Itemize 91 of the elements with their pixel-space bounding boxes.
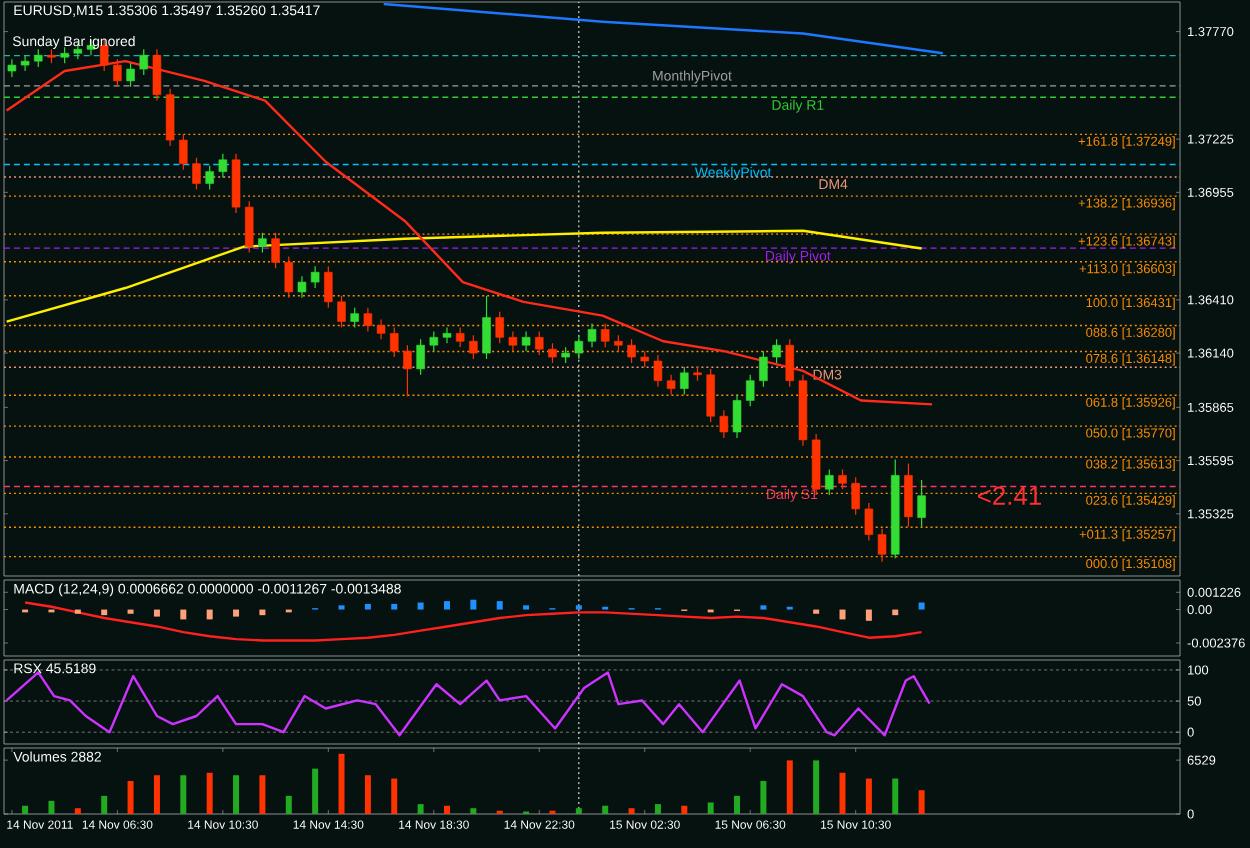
candlestick — [587, 322, 597, 348]
bar — [22, 805, 29, 814]
candlestick — [310, 265, 320, 289]
candlestick — [653, 354, 663, 388]
candlestick — [455, 326, 465, 348]
candlestick — [205, 165, 214, 190]
bar — [338, 753, 345, 814]
candlestick — [192, 157, 201, 190]
bar — [443, 805, 450, 814]
candlestick — [350, 307, 359, 329]
bar — [470, 808, 477, 814]
candlestick — [337, 295, 346, 329]
candlestick — [535, 330, 544, 356]
bar — [654, 804, 661, 814]
bar — [865, 778, 872, 814]
candlestick — [416, 338, 425, 376]
bar — [391, 778, 398, 814]
candlestick — [851, 476, 860, 516]
bar — [786, 760, 793, 814]
bar — [74, 808, 81, 814]
bar — [628, 808, 635, 814]
candlestick — [719, 409, 729, 439]
bar — [285, 795, 292, 814]
bar — [259, 775, 266, 814]
candlestick — [680, 366, 689, 396]
bar — [312, 768, 319, 814]
candlestick — [126, 62, 135, 88]
bar — [813, 760, 820, 814]
candlestick — [429, 330, 439, 352]
candlestick — [152, 48, 162, 102]
candlestick — [574, 334, 584, 360]
candlestick — [917, 479, 926, 528]
candlestick — [244, 200, 254, 254]
candlestick — [838, 468, 847, 490]
candlestick — [825, 468, 834, 496]
bar — [734, 795, 741, 814]
annotation: <2.41 — [978, 486, 1042, 505]
candlestick — [403, 344, 412, 398]
bar — [602, 805, 609, 814]
bar — [153, 775, 160, 814]
candlestick — [258, 232, 267, 254]
candlestick — [508, 330, 518, 352]
bar — [101, 795, 108, 814]
candlestick — [759, 350, 768, 388]
bar — [180, 775, 187, 814]
candlestick — [864, 502, 874, 542]
candlestick — [442, 326, 452, 344]
bar — [892, 778, 899, 814]
bar — [839, 772, 846, 814]
candlestick — [271, 232, 280, 269]
candlestick — [548, 342, 557, 364]
line-series — [5, 59, 934, 406]
candlestick — [390, 326, 399, 358]
candlestick — [231, 153, 241, 214]
candlestick — [284, 255, 294, 299]
candlestick — [772, 338, 781, 364]
bar — [206, 772, 213, 814]
bar — [233, 775, 240, 814]
bar — [918, 790, 925, 814]
candlestick — [376, 318, 386, 340]
candlestick — [745, 374, 755, 407]
bar — [707, 802, 714, 814]
candlestick — [877, 528, 887, 563]
bar — [575, 808, 582, 814]
bar — [127, 781, 134, 814]
candlestick — [627, 338, 636, 364]
candlestick — [165, 88, 175, 147]
candlestick — [113, 58, 122, 88]
line-series — [382, 2, 944, 55]
candlestick — [297, 275, 307, 299]
candlestick — [666, 374, 676, 396]
line-series — [5, 671, 931, 737]
candlestick — [600, 322, 610, 348]
candlestick — [495, 311, 504, 344]
bar — [417, 804, 424, 814]
candlestick — [324, 265, 333, 309]
bar — [364, 775, 371, 814]
bar — [48, 800, 55, 814]
candlestick — [179, 133, 188, 171]
candlestick — [139, 48, 148, 76]
candlestick — [706, 368, 715, 423]
bar — [760, 781, 767, 814]
candlestick — [218, 153, 228, 179]
candlestick — [521, 330, 531, 352]
bar — [681, 805, 688, 814]
candlestick — [482, 295, 491, 360]
candlestick — [363, 307, 373, 333]
candlestick — [732, 393, 742, 439]
candlestick — [785, 338, 795, 388]
candlestick — [904, 462, 913, 528]
candlestick — [469, 334, 478, 360]
